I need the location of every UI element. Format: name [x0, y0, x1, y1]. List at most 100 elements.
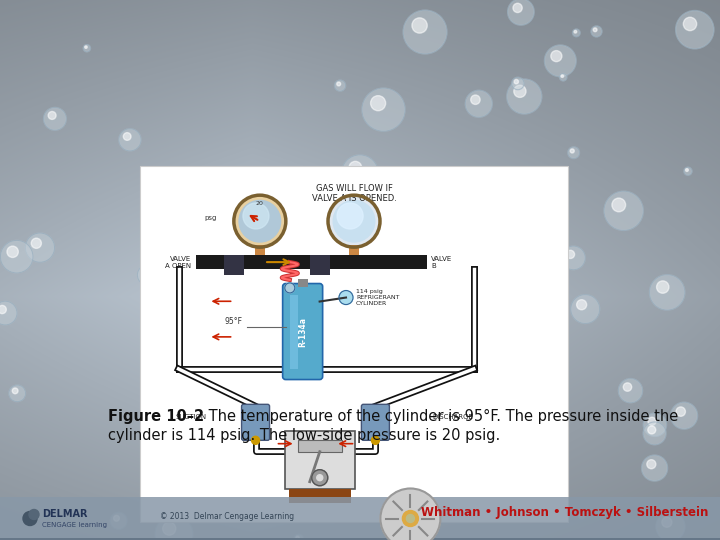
Circle shape [344, 460, 351, 467]
Circle shape [498, 297, 538, 337]
Text: The temperature of the cylinder is 95°F. The pressure inside the: The temperature of the cylinder is 95°F.… [204, 409, 678, 424]
Circle shape [141, 268, 148, 275]
Circle shape [44, 107, 66, 130]
Text: VALVE
B: VALVE B [431, 255, 452, 268]
Circle shape [372, 436, 379, 444]
Circle shape [243, 203, 269, 229]
Circle shape [300, 189, 308, 198]
Circle shape [266, 496, 283, 513]
Circle shape [643, 413, 667, 436]
Circle shape [647, 460, 656, 469]
Circle shape [281, 280, 317, 316]
Circle shape [356, 496, 361, 502]
Bar [297, 279, 307, 287]
Text: © 2013  Delmar Cengage Learning: © 2013 Delmar Cengage Learning [160, 512, 294, 521]
Circle shape [559, 73, 567, 81]
Circle shape [403, 10, 447, 54]
Text: Figure 10–2: Figure 10–2 [108, 409, 204, 424]
Circle shape [643, 422, 666, 445]
Circle shape [591, 26, 602, 37]
Circle shape [29, 510, 39, 519]
Circle shape [158, 226, 162, 230]
Circle shape [349, 161, 361, 174]
Circle shape [186, 436, 199, 450]
Circle shape [474, 491, 494, 511]
Circle shape [478, 495, 485, 502]
Circle shape [574, 30, 577, 33]
Bar [349, 245, 359, 257]
Circle shape [342, 155, 378, 192]
Circle shape [568, 147, 580, 158]
Circle shape [1, 240, 33, 273]
Circle shape [341, 456, 359, 476]
FancyBboxPatch shape [361, 404, 390, 440]
Circle shape [325, 323, 363, 361]
Circle shape [138, 265, 158, 285]
Circle shape [84, 45, 91, 52]
Circle shape [228, 372, 240, 384]
Circle shape [123, 133, 131, 140]
Circle shape [571, 295, 600, 323]
Circle shape [155, 224, 168, 236]
Bar [0, 538, 720, 540]
Circle shape [230, 374, 234, 378]
Circle shape [551, 51, 562, 62]
Circle shape [580, 514, 582, 516]
Text: Whitman • Johnson • Tomczyk • Silberstein: Whitman • Johnson • Tomczyk • Silberstei… [420, 505, 708, 518]
Circle shape [255, 500, 266, 511]
Circle shape [269, 499, 275, 505]
Circle shape [119, 129, 141, 151]
Text: 20: 20 [256, 201, 264, 206]
Circle shape [618, 379, 642, 403]
Circle shape [514, 85, 526, 97]
Text: DISCHARGE: DISCHARGE [432, 414, 473, 420]
Circle shape [335, 80, 346, 91]
Circle shape [85, 46, 87, 49]
Circle shape [649, 275, 685, 310]
Bar [0, 497, 720, 540]
Circle shape [469, 496, 475, 503]
Circle shape [156, 516, 193, 540]
Circle shape [212, 279, 224, 291]
Bar [140, 166, 568, 522]
Circle shape [642, 455, 667, 481]
Circle shape [23, 511, 37, 525]
Circle shape [495, 241, 527, 273]
Circle shape [333, 200, 375, 242]
Circle shape [380, 489, 441, 540]
Circle shape [513, 3, 522, 12]
Circle shape [612, 198, 626, 212]
Circle shape [178, 429, 217, 468]
Circle shape [239, 200, 281, 242]
Circle shape [251, 436, 260, 444]
Circle shape [657, 281, 669, 293]
Circle shape [464, 493, 484, 512]
Circle shape [545, 361, 555, 371]
Circle shape [312, 470, 328, 485]
Circle shape [604, 191, 643, 231]
Bar [285, 431, 355, 489]
Circle shape [294, 185, 320, 211]
Circle shape [317, 475, 323, 481]
FancyBboxPatch shape [283, 284, 323, 380]
Circle shape [514, 79, 518, 84]
Circle shape [234, 195, 286, 247]
Text: 95°F: 95°F [225, 317, 243, 326]
Bar [289, 489, 351, 503]
Circle shape [288, 287, 300, 299]
Circle shape [567, 250, 575, 259]
Text: VALVE
A OPEN: VALVE A OPEN [165, 255, 192, 268]
Circle shape [544, 45, 576, 77]
Circle shape [561, 75, 564, 77]
Circle shape [501, 246, 513, 258]
Circle shape [353, 493, 369, 509]
Text: CENGAGE learning: CENGAGE learning [42, 522, 107, 528]
Circle shape [577, 300, 587, 310]
FancyBboxPatch shape [242, 404, 269, 440]
Text: SUCTION: SUCTION [176, 414, 207, 420]
Circle shape [0, 306, 6, 314]
Circle shape [296, 536, 300, 539]
Circle shape [572, 29, 580, 37]
Circle shape [406, 515, 415, 523]
Circle shape [285, 283, 294, 293]
